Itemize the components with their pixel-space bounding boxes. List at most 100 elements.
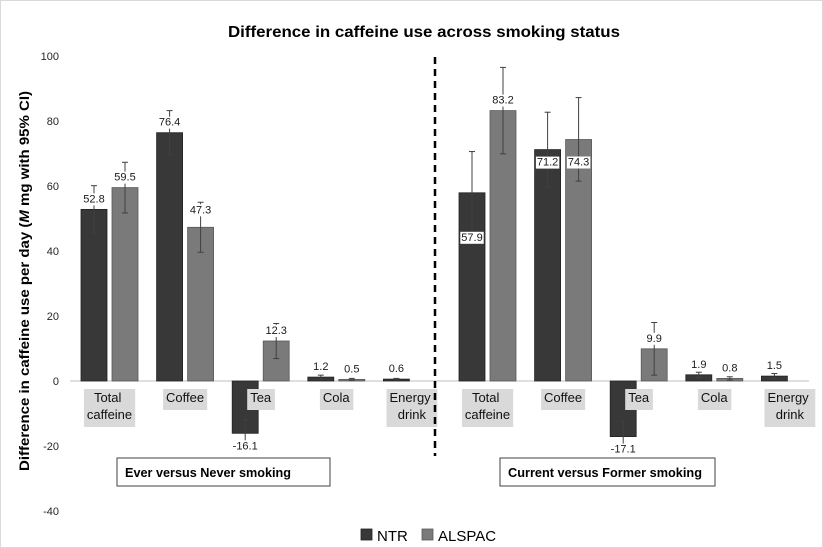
y-axis-label: Difference in caffeine use per day (M mg… (17, 91, 32, 471)
category-label-total-caffeine: Total caffeine (83, 389, 136, 427)
data-label-ntr-total-caffeine: 52.8 (82, 193, 106, 206)
y-tick-label: 40 (47, 246, 59, 258)
category-label-text: Tea (250, 390, 272, 405)
error-bar-ntr-energy-drink (393, 377, 400, 381)
data-label-background (82, 193, 106, 206)
data-label-ntr-energy-drink: 1.5 (765, 360, 784, 373)
category-label-tea: Tea (247, 389, 275, 410)
data-label-ntr-coffee: 71.2 (535, 156, 560, 169)
data-label-alspac-total-caffeine: 59.5 (113, 171, 137, 184)
category-label-coffee: Coffee (541, 389, 586, 410)
category-label-text: Tea (628, 390, 650, 405)
data-label-ntr-total-caffeine: 57.9 (460, 231, 484, 244)
data-label-text: -16.1 (233, 440, 258, 452)
data-label-alspac-coffee: 74.3 (566, 156, 591, 169)
data-label-text: -17.1 (611, 444, 636, 456)
error-bar-alspac-cola (726, 376, 733, 381)
bar-ntr-total-caffeine (80, 208, 108, 382)
category-label-line: Energy (767, 390, 812, 405)
category-label-line: Tea (628, 390, 650, 405)
data-label-background (231, 440, 259, 453)
category-label-box (319, 389, 354, 410)
y-tick-label: 80 (47, 116, 59, 128)
category-label-box (386, 389, 438, 427)
data-label-alspac-tea: 9.9 (645, 332, 663, 345)
group-label-frame (499, 457, 716, 487)
y-axis-ticks: 100 80 60 40 20 0 -20 -40 (41, 51, 59, 518)
category-label-line: Tea (250, 390, 272, 405)
data-label-background (343, 363, 361, 376)
y-tick-label: -20 (43, 441, 59, 453)
legend-label: NTR (377, 528, 408, 545)
category-label-line: Coffee (544, 390, 582, 405)
data-label-text: 12.3 (265, 325, 286, 337)
category-label-line: Cola (323, 390, 351, 405)
data-label-background (690, 358, 708, 371)
bar-ntr-coffee (156, 132, 184, 382)
data-label-background (113, 171, 137, 184)
category-label-line: Total (94, 390, 125, 405)
error-bar-ntr-cola (695, 371, 702, 378)
y-axis-label-text: Difference in caffeine use per day ( (17, 222, 32, 471)
category-label-text: Coffee (166, 390, 204, 405)
error-bar-alspac-total-caffeine (500, 66, 506, 155)
y-tick-label: 60 (47, 181, 59, 193)
error-bar-alspac-cola (348, 377, 355, 381)
data-label-ntr-cola: 1.2 (312, 361, 330, 374)
data-label-text: 1.5 (767, 360, 782, 372)
category-label-line: Total (472, 390, 503, 405)
category-label-text: Total caffeine (465, 390, 510, 422)
data-label-text: 47.3 (190, 204, 211, 216)
category-label-text: Cola (323, 390, 351, 405)
error-bar-ntr-energy-drink (771, 373, 778, 380)
data-label-text: 57.9 (461, 232, 482, 244)
data-label-text: 83.2 (492, 95, 513, 107)
group-label-box-ever-never: Ever versus Never smoking (116, 457, 331, 487)
category-label-line: caffeine (87, 407, 132, 422)
group-label-box-current-former: Current versus Former smoking (499, 457, 716, 487)
data-label-background (721, 362, 739, 375)
data-label-background (312, 361, 330, 374)
bar-alspac-coffee (187, 226, 215, 382)
data-label-alspac-cola: 0.8 (721, 362, 739, 375)
data-label-ntr-tea: -16.1 (231, 440, 259, 453)
category-label-box (764, 389, 816, 427)
category-label-text: Total caffeine (87, 390, 132, 422)
category-label-box (247, 389, 275, 410)
data-label-background (765, 360, 784, 373)
category-labels: Total caffeine Coffee Tea Cola Energy drink T… (83, 389, 816, 427)
category-label-line: Coffee (166, 390, 204, 405)
category-label-tea: Tea (625, 389, 653, 410)
bar-alspac-total-caffeine (489, 110, 517, 382)
y-tick-label: 0 (53, 376, 59, 388)
data-label-text: 76.4 (159, 117, 180, 129)
category-label-text: Coffee (544, 390, 582, 405)
data-label-ntr-coffee: 76.4 (157, 116, 182, 129)
error-bar-alspac-tea (651, 322, 658, 376)
legend-item-alspac: ALSPAC (421, 528, 496, 545)
data-label-text: 52.8 (83, 193, 104, 205)
data-label-text: 0.8 (722, 362, 737, 374)
data-label-background (460, 231, 484, 244)
category-label-box (541, 389, 586, 410)
y-axis-label-italic: M (17, 209, 32, 222)
category-label-line: drink (398, 407, 427, 422)
category-label-line: Cola (701, 390, 729, 405)
category-label-box (461, 389, 514, 427)
error-bar-ntr-coffee (544, 111, 551, 188)
data-label-alspac-total-caffeine: 83.2 (491, 94, 515, 107)
data-label-alspac-coffee: 47.3 (188, 204, 213, 217)
data-label-background (535, 156, 560, 169)
legend-item-ntr: NTR (360, 528, 408, 545)
error-bar-alspac-total-caffeine (122, 161, 128, 214)
category-label-box (83, 389, 136, 427)
data-labels: 52.8 59.5 76.4 47.3 -16.1 12.3 1.2 0.5 0.6 57.9 83… (82, 94, 784, 456)
category-label-text: Cola (701, 390, 729, 405)
group-label-frame (116, 457, 331, 487)
category-label-line: Energy (389, 390, 434, 405)
category-label-box (163, 389, 208, 410)
data-label-background (609, 443, 637, 456)
data-label-background (387, 363, 406, 376)
group-label: Ever versus Never smoking (125, 465, 291, 480)
